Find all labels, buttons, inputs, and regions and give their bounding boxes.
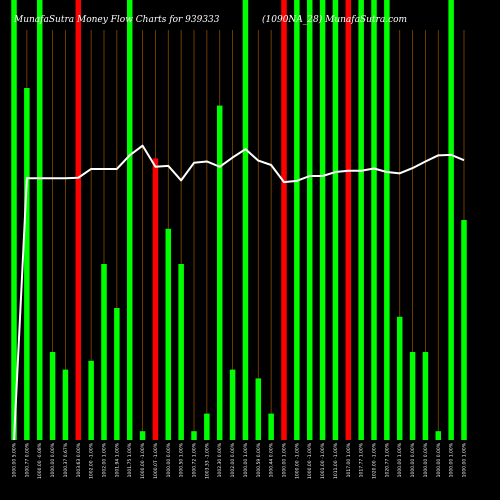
bar-16 bbox=[216, 105, 223, 440]
x-tick-label-35: 1000.00 1.00% bbox=[462, 442, 468, 477]
x-tick-label-28: 1020.00 -1.00% bbox=[372, 442, 378, 479]
bar-13 bbox=[178, 264, 184, 440]
line-layer bbox=[13, 144, 465, 441]
x-tick-label-0: 1000.00 5.00% bbox=[12, 442, 18, 477]
x-tick-label-27: 1017.77 1.00% bbox=[359, 442, 365, 477]
x-tick-labels: 1000.00 5.00% 1000.77 0.00% 1000.00 -0.08%… bbox=[12, 442, 468, 479]
x-tick-label-23: 1000.00 -1.00% bbox=[307, 442, 313, 479]
bar-7 bbox=[101, 264, 107, 440]
bar-20 bbox=[268, 413, 274, 440]
x-tick-label-4: 1000.37 0.67% bbox=[63, 442, 69, 477]
bar-10 bbox=[139, 431, 146, 440]
x-tick-label-13: 1000.50 1.00% bbox=[179, 442, 185, 477]
bar-18 bbox=[242, 0, 249, 440]
x-tick-label-7: 1002.00 1.00% bbox=[102, 442, 108, 477]
bar-17 bbox=[229, 369, 236, 440]
bar-0 bbox=[11, 0, 17, 440]
bar-21 bbox=[281, 0, 287, 440]
bar-4 bbox=[62, 369, 69, 440]
x-tick-label-12: 1000.00 0.00% bbox=[166, 442, 172, 477]
bar-3 bbox=[49, 352, 56, 440]
chart-title: MunafaSutra Money Flow Charts for 939333 bbox=[13, 15, 220, 25]
bar-layer bbox=[11, 0, 467, 440]
x-tick-label-9: 1001.75 1.00% bbox=[127, 442, 133, 477]
x-tick-label-25: 1011.00 -1.00% bbox=[333, 442, 339, 479]
bar-2 bbox=[36, 0, 43, 440]
x-tick-label-8: 1001.94 1.00% bbox=[114, 442, 120, 477]
bar-32 bbox=[422, 352, 429, 440]
bar-19 bbox=[255, 378, 262, 440]
x-tick-label-11: 1000.0T -1.00% bbox=[153, 442, 159, 479]
bar-30 bbox=[396, 316, 403, 440]
x-tick-label-10: 1000.00 -1.00% bbox=[140, 442, 146, 479]
bar-14 bbox=[191, 431, 197, 440]
bar-33 bbox=[435, 431, 442, 440]
bar-24 bbox=[319, 0, 326, 440]
bar-9 bbox=[126, 0, 133, 440]
bar-5 bbox=[75, 0, 82, 440]
bar-15 bbox=[204, 413, 210, 440]
x-tick-label-22: 1000.00 -1.00% bbox=[294, 442, 300, 479]
bar-8 bbox=[114, 308, 120, 440]
x-tick-label-21: 1000.00 1.00% bbox=[282, 442, 288, 477]
x-tick-label-29: 1020.77 1.00% bbox=[384, 442, 390, 477]
bar-23 bbox=[306, 0, 313, 440]
x-tick-label-2: 1000.00 -0.08% bbox=[37, 442, 43, 479]
x-tick-label-14: 1000.72 1.00% bbox=[192, 442, 198, 477]
x-tick-label-15: 1003.33 -1.00% bbox=[204, 442, 210, 479]
bar-35 bbox=[461, 220, 467, 440]
x-tick-label-20: 1000.44 0.00% bbox=[269, 442, 275, 477]
bar-25 bbox=[332, 0, 339, 440]
x-tick-label-16: 1002.30 0.00% bbox=[217, 442, 223, 477]
x-tick-label-30: 1000.00 1.00% bbox=[397, 442, 403, 477]
x-tick-label-19: 1000.59 0.00% bbox=[256, 442, 262, 477]
x-tick-label-31: 1000.00 0.00% bbox=[410, 442, 416, 477]
bar-34 bbox=[448, 0, 454, 440]
money-flow-line bbox=[13, 144, 465, 441]
bar-27 bbox=[358, 0, 364, 440]
x-tick-label-18: 1000.00 1.00% bbox=[243, 442, 249, 477]
x-tick-label-33: 1000.00 0.00% bbox=[436, 442, 442, 477]
bar-22 bbox=[294, 0, 300, 440]
x-tick-label-5: 1003.63 0.00% bbox=[76, 442, 82, 477]
x-tick-label-34: 1000.00 1.00% bbox=[449, 442, 455, 477]
bar-28 bbox=[371, 0, 377, 440]
x-tick-label-3: 1000.00 0.00% bbox=[50, 442, 56, 477]
x-tick-label-26: 1017.00 1.00% bbox=[346, 442, 352, 477]
chart-subtitle: (1090NA_28) MunafaSutra.com bbox=[262, 14, 407, 25]
bar-26 bbox=[345, 0, 352, 440]
x-tick-label-6: 1002.00 -1.00% bbox=[89, 442, 95, 479]
bar-11 bbox=[152, 158, 159, 440]
bar-6 bbox=[88, 360, 94, 440]
bar-29 bbox=[384, 0, 390, 440]
bar-31 bbox=[409, 352, 416, 440]
bar-12 bbox=[165, 228, 172, 440]
x-tick-label-24: 1001.00 -1.00% bbox=[320, 442, 326, 479]
x-tick-label-32: 1000.00 0.00% bbox=[423, 442, 429, 477]
x-tick-label-17: 1002.00 0.00% bbox=[230, 442, 236, 477]
bar-1 bbox=[24, 88, 30, 440]
x-tick-label-1: 1000.77 0.00% bbox=[24, 442, 30, 477]
